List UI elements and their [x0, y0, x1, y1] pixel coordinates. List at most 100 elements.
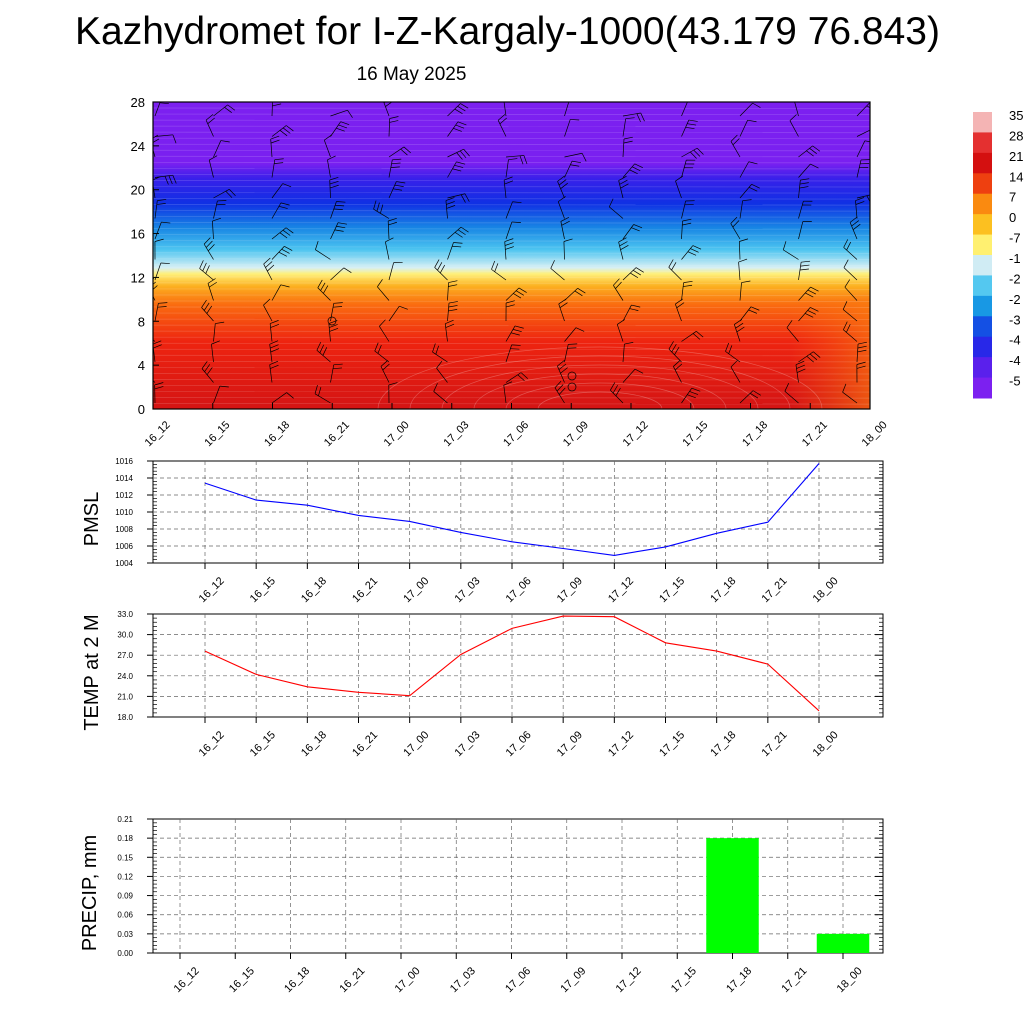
wind-barb-flag	[620, 245, 629, 251]
colorbar-swatch	[973, 234, 992, 256]
wind-barb-flag	[511, 344, 521, 346]
wind-barb-flag	[267, 264, 275, 272]
wind-barb	[681, 200, 695, 219]
wind-barb-flag	[511, 221, 521, 223]
wind-barb-flag	[806, 150, 814, 157]
wind-barb-flag	[463, 149, 470, 157]
wind-barb	[388, 181, 406, 199]
x-tick-label: 16_12	[143, 419, 173, 449]
colorbar-label: -4	[1009, 353, 1021, 368]
wind-barb	[212, 217, 222, 240]
wind-barb-flag	[512, 201, 522, 204]
wind-barb-staff	[856, 194, 870, 199]
wind-barb-flag	[207, 278, 216, 284]
wind-barb-flag	[158, 302, 168, 304]
wind-barb-staff	[388, 159, 393, 178]
x-tick-label: 17_03	[441, 419, 471, 449]
wind-barb-flag	[856, 365, 866, 369]
wind-barb-staff	[622, 368, 636, 383]
wind-barb	[849, 216, 861, 240]
wind-barb-flag	[683, 280, 693, 283]
wind-barb-flag	[209, 155, 218, 161]
wind-barb-flag	[504, 238, 514, 242]
wind-barb-staff	[271, 284, 282, 301]
wind-barb-flag	[382, 363, 390, 371]
wind-barb-flag	[615, 281, 622, 289]
wind-barb-staff	[843, 267, 858, 281]
colorbar-label: -5	[1009, 374, 1021, 389]
wind-barb-flag	[508, 158, 518, 161]
wind-barb-staff	[554, 387, 565, 404]
contour-line	[153, 167, 870, 170]
x-tick-label: 16_12	[197, 575, 227, 605]
wind-barb-flag	[333, 363, 343, 366]
wind-barb-flag	[172, 134, 177, 144]
wind-barb-flag	[270, 344, 279, 349]
wind-barb-flag	[560, 367, 568, 374]
wind-barb	[505, 158, 518, 178]
wind-barb-staff	[798, 351, 814, 363]
wind-barb-flag	[748, 309, 758, 314]
wind-barb-flag	[674, 346, 680, 355]
wind-barb-flag	[843, 321, 848, 330]
wind-barb	[269, 320, 280, 342]
wind-barb	[505, 300, 515, 322]
wind-barb-flag	[376, 202, 380, 212]
wind-barb	[447, 226, 469, 240]
wind-barb-flag	[317, 279, 323, 288]
wind-barb-flag	[696, 331, 704, 338]
contour-line	[153, 198, 870, 200]
wind-barb	[373, 200, 390, 219]
wind-barb-flag	[327, 155, 336, 161]
wind-barb	[270, 135, 280, 158]
wind-barb	[795, 360, 806, 383]
wind-barb	[271, 284, 290, 301]
wind-barb-flag	[794, 94, 802, 99]
contour-ring	[441, 364, 759, 409]
wind-barb-staff	[269, 323, 273, 342]
wind-barb-flag	[810, 163, 819, 169]
wind-barb-flag	[453, 127, 462, 132]
wind-barb	[842, 383, 858, 404]
wind-barb-flag	[504, 242, 514, 246]
wind-barb-staff	[213, 140, 222, 158]
wind-barb-flag	[809, 148, 817, 154]
wind-barb-flag	[389, 120, 399, 123]
wind-barb-staff	[213, 386, 221, 404]
temperature-line	[204, 615, 820, 712]
wind-barb-staff	[783, 249, 799, 260]
wind-barb	[445, 197, 456, 219]
wind-barb-flag	[329, 328, 339, 332]
wind-barb-staff	[329, 180, 331, 199]
wind-barb-flag	[270, 320, 279, 324]
wind-barb-staff	[681, 330, 697, 342]
wind-barb-staff	[668, 348, 682, 363]
wind-barb	[856, 194, 870, 203]
wind-barb-staff	[564, 161, 573, 178]
wind-barb-flag	[612, 385, 618, 394]
wind-barb-flag	[554, 380, 562, 388]
wind-barb	[503, 381, 513, 404]
wind-barb-flag	[752, 390, 761, 396]
wind-barb-flag	[869, 102, 870, 104]
wind-barb	[447, 301, 458, 322]
wind-barb-flag	[274, 162, 284, 164]
wind-barb-flag	[504, 180, 514, 185]
wind-barb-staff	[388, 181, 397, 199]
wind-barb-flag	[689, 391, 699, 395]
wind-barb-flag	[452, 245, 462, 248]
wind-barb-flag	[229, 189, 236, 197]
wind-barb-staff	[505, 201, 513, 219]
wind-barb-flag	[497, 114, 506, 121]
wind-barb-flag	[813, 351, 821, 358]
colorbar: 35 28 21 14 7 0 -7 -1 -2 -2 -3 -4 -4 -5	[973, 108, 1023, 399]
y-tick-label: 8	[138, 314, 145, 329]
wind-barb	[798, 286, 819, 301]
y-tick-label: 0.18	[117, 834, 133, 843]
wind-barb-flag	[631, 166, 641, 172]
wind-barb-staff	[385, 241, 390, 260]
wind-barb-flag	[613, 278, 620, 286]
wind-barb	[447, 280, 458, 301]
heatmap-edge-shade	[790, 300, 870, 409]
contour-ring	[473, 373, 727, 409]
